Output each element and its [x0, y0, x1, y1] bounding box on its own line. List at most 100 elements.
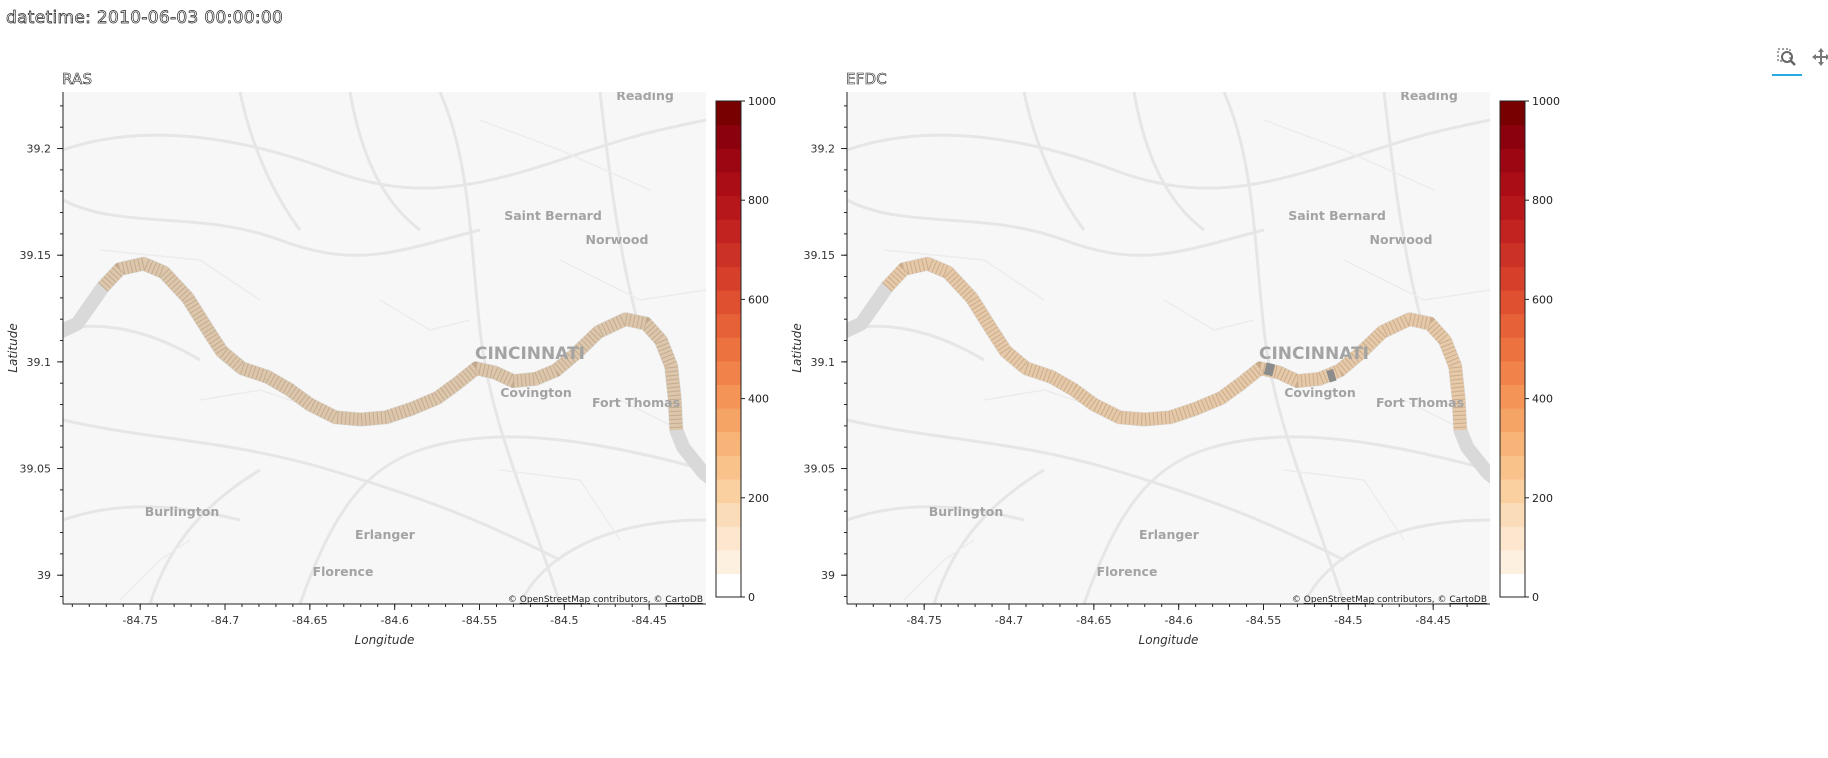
colorbar-segment [1500, 408, 1525, 433]
x-tick-label: -84.7 [211, 614, 239, 627]
ras-mesh[interactable] [98, 257, 683, 431]
place-label: CINCINNATI [1259, 344, 1369, 364]
colorbar-segment [1500, 171, 1525, 197]
efdc-mesh[interactable] [882, 257, 1467, 431]
colorbar-segment [1500, 242, 1525, 267]
colorbar-segment [1500, 384, 1525, 409]
x-tick-label: -84.45 [631, 614, 666, 627]
x-tick-label: -84.55 [1246, 614, 1281, 627]
colorbar-segment [716, 289, 741, 315]
colorbar-segment [716, 573, 741, 598]
colorbar-segment [716, 313, 741, 338]
colorbar-segment [1500, 337, 1525, 362]
ras-attribution: © OpenStreetMap contributors, © CartoDB [508, 595, 703, 605]
place-label: Fort Thomas [592, 395, 680, 410]
y-tick-label: 39.15 [20, 249, 52, 262]
ras-y-axis-label: Latitude [6, 323, 20, 372]
colorbar-segment [716, 124, 741, 149]
ras-plot[interactable]: Reading Saint Bernard Norwood CINCINNATI Cov… [0, 0, 784, 758]
colorbar-segment [1500, 549, 1525, 574]
cartodb-link[interactable]: CartoDB [665, 595, 703, 605]
colorbar-tick-label: 600 [748, 293, 769, 306]
y-tick-label: 39.15 [804, 249, 836, 262]
efdc-attribution: © OpenStreetMap contributors, © CartoDB [1292, 595, 1487, 605]
colorbar-segment [1500, 313, 1525, 338]
place-label: Burlington [929, 504, 1003, 519]
openstreetmap-link[interactable]: OpenStreetMap [520, 595, 591, 605]
colorbar-segment [1500, 478, 1525, 504]
colorbar-segment [716, 384, 741, 409]
y-tick-label: 39.1 [27, 356, 52, 369]
colorbar-segment [716, 219, 741, 244]
colorbar-segment [716, 171, 741, 197]
colorbar-segment [716, 526, 741, 551]
place-label: Erlanger [1139, 527, 1200, 542]
x-tick-label: -84.6 [1164, 614, 1192, 627]
efdc-colorbar: 1000 800 600 400 200 0 [1499, 95, 1560, 604]
colorbar-segment [716, 549, 741, 574]
colorbar-segment [716, 408, 741, 433]
colorbar-tick-label: 0 [748, 591, 755, 604]
colorbar-segment [716, 242, 741, 267]
pan-icon [1812, 48, 1828, 66]
colorbar-segment [716, 478, 741, 504]
ras-panel: RAS Reading Saint Bernard Norwood CINCINNATI… [0, 0, 784, 758]
efdc-panel: EFDC Reading Saint Bernard Norwood CINCINNAT… [784, 0, 1568, 758]
colorbar-segment [716, 455, 741, 480]
place-label: Covington [1284, 385, 1356, 400]
ras-title: RAS [62, 70, 93, 89]
colorbar-tick-label: 800 [1532, 194, 1553, 207]
x-tick-label: -84.6 [380, 614, 408, 627]
colorbar-segment [1500, 526, 1525, 551]
colorbar-segment [1500, 360, 1525, 386]
y-tick-label: 39.05 [804, 463, 836, 476]
x-tick-label: -84.7 [995, 614, 1023, 627]
place-label: Norwood [1370, 232, 1433, 247]
colorbar-segment [716, 431, 741, 456]
plot-toolbar [1620, 40, 1828, 76]
x-tick-label: -84.55 [462, 614, 497, 627]
datetime-label: datetime: 2010-06-03 00:00:00 [6, 8, 284, 29]
colorbar-segment [1500, 431, 1525, 456]
colorbar-tick-label: 200 [748, 492, 769, 505]
x-tick-label: -84.5 [550, 614, 578, 627]
x-tick-label: -84.45 [1415, 614, 1450, 627]
place-label: Erlanger [355, 527, 416, 542]
colorbar-segment [1500, 101, 1525, 126]
colorbar-segment [716, 101, 741, 126]
box-zoom-tool-button[interactable] [1772, 44, 1802, 76]
place-label: Reading [616, 88, 674, 103]
colorbar-tick-label: 1000 [1532, 95, 1560, 108]
colorbar-segment [1500, 502, 1525, 527]
colorbar-segment [716, 266, 741, 291]
colorbar-segment [1500, 195, 1525, 220]
colorbar-segment [1500, 219, 1525, 244]
colorbar-tick-label: 600 [1532, 293, 1553, 306]
colorbar-segment [1500, 289, 1525, 315]
colorbar-segment [1500, 266, 1525, 291]
colorbar-segment [716, 360, 741, 386]
place-label: Fort Thomas [1376, 395, 1464, 410]
place-label: Covington [500, 385, 572, 400]
ras-colorbar: 1000 800 600 400 200 0 [715, 95, 776, 604]
place-label: Reading [1400, 88, 1458, 103]
openstreetmap-link[interactable]: OpenStreetMap [1304, 595, 1375, 605]
cartodb-link[interactable]: CartoDB [1449, 595, 1487, 605]
place-label: Saint Bernard [504, 208, 602, 223]
colorbar-segment [716, 195, 741, 220]
colorbar-segment [716, 337, 741, 362]
efdc-x-axis-label: Longitude [1139, 633, 1199, 647]
colorbar-tick-label: 400 [748, 393, 769, 406]
colorbar-tick-label: 400 [1532, 393, 1553, 406]
efdc-title: EFDC [846, 70, 887, 89]
box-zoom-icon [1777, 48, 1796, 66]
place-label: Saint Bernard [1288, 208, 1386, 223]
colorbar-segment [716, 502, 741, 527]
y-tick-label: 39.2 [811, 143, 836, 156]
efdc-plot[interactable]: Reading Saint Bernard Norwood CINCINNATI Cov… [784, 0, 1568, 758]
efdc-basemap[interactable]: Reading Saint Bernard Norwood CINCINNATI Cov… [839, 88, 1509, 604]
place-label: CINCINNATI [475, 344, 585, 364]
pan-tool-button[interactable] [1806, 44, 1828, 70]
colorbar-tick-label: 1000 [748, 95, 776, 108]
ras-basemap[interactable]: Reading Saint Bernard Norwood CINCINNATI Cov… [55, 88, 725, 604]
